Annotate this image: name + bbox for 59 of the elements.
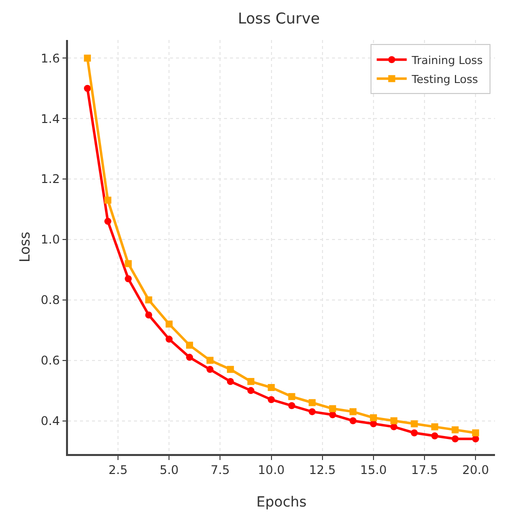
point [472, 429, 480, 436]
y-tick-label: 1.0 [40, 232, 60, 247]
point [410, 429, 418, 436]
y-tick-label: 1.2 [40, 172, 60, 186]
y-tick-label: 1.6 [40, 51, 60, 66]
point [226, 378, 234, 385]
x-tick-label: 10.0 [258, 463, 285, 478]
point [452, 435, 459, 442]
legend-label: Training Loss [410, 54, 484, 67]
point [329, 411, 336, 418]
x-tick-label: 7.5 [210, 463, 230, 478]
point [104, 218, 112, 225]
point [431, 432, 438, 440]
point [452, 426, 459, 434]
point [247, 387, 254, 394]
point [84, 84, 91, 92]
point [370, 414, 377, 422]
y-axis-title: Loss [18, 232, 34, 262]
point [186, 342, 194, 349]
x-tick-label: 20.0 [462, 463, 489, 478]
point [308, 399, 316, 406]
point [247, 378, 254, 385]
point [124, 275, 132, 282]
point [186, 354, 194, 361]
point [206, 366, 214, 373]
point [104, 196, 112, 204]
x-tick-label: 2.5 [108, 463, 128, 478]
y-tick-label: 1.4 [40, 112, 60, 126]
point [166, 336, 173, 343]
point [124, 260, 132, 268]
point [350, 417, 357, 424]
point [206, 356, 214, 364]
legend-label: Testing Loss [410, 72, 478, 86]
point [268, 396, 275, 404]
y-tick-label: 0.8 [40, 293, 60, 308]
point [410, 420, 418, 428]
point [308, 408, 316, 416]
x-tick-label: 12.5 [309, 463, 336, 478]
point [370, 420, 377, 428]
x-tick-label: 15.0 [360, 463, 387, 478]
point [145, 296, 152, 304]
point [390, 417, 398, 424]
point [472, 435, 480, 442]
point [268, 384, 275, 392]
point [226, 366, 234, 373]
point [350, 408, 357, 416]
x-axis-title: Epochs [256, 494, 307, 510]
point [84, 54, 91, 62]
point [166, 320, 173, 328]
point [329, 405, 336, 412]
point [288, 393, 296, 400]
x-tick-label: 17.5 [411, 463, 438, 478]
chart-title: Loss Curve [238, 9, 320, 28]
y-tick-label: 0.6 [40, 354, 60, 368]
x-tick-label: 5.0 [160, 463, 179, 478]
point [145, 311, 152, 318]
y-tick-label: 0.4 [40, 414, 60, 428]
point [431, 423, 438, 430]
point [288, 402, 296, 410]
